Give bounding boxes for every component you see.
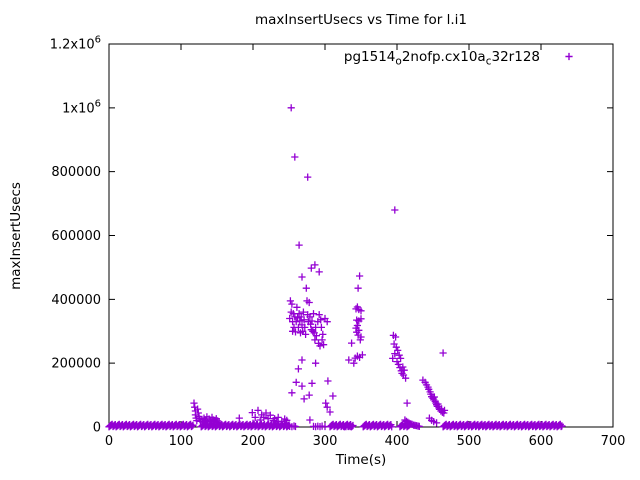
x-tick-label: 400 (385, 434, 410, 449)
plot-frame (108, 43, 614, 428)
chart-title: maxInsertUsecs vs Time for l.i1 (255, 12, 467, 28)
data-points (190, 104, 449, 431)
x-tick-label: 700 (601, 434, 626, 449)
x-tick-label: 0 (105, 434, 113, 449)
x-axis-title: Time(s) (335, 452, 387, 468)
y-tick-label: 200000 (51, 357, 101, 372)
baseline-points (105, 420, 566, 431)
x-tick-label: 200 (241, 434, 266, 449)
y-tick-label: 800000 (51, 165, 101, 180)
y-ticks (109, 43, 613, 428)
legend-label: pg1514o2nofp.cx10ac32r128 (344, 49, 540, 68)
x-tick-label: 500 (457, 434, 482, 449)
y-tick-label: 0 (93, 421, 101, 436)
y-tick-label: 1.2x106 (50, 35, 101, 53)
legend-marker (565, 52, 573, 61)
x-tick-label: 100 (169, 434, 194, 449)
y-tick-label: 600000 (51, 229, 101, 244)
y-tick-label: 1x106 (62, 98, 101, 116)
y-tick-label: 400000 (51, 293, 101, 308)
x-ticks (108, 44, 614, 427)
x-tick-label: 300 (313, 434, 338, 449)
x-tick-label: 600 (529, 434, 554, 449)
